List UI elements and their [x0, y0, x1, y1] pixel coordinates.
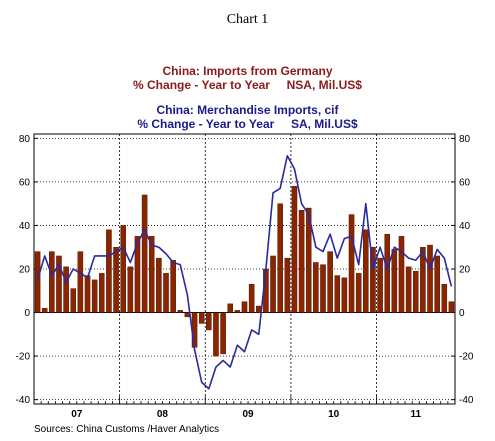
bar — [198, 312, 205, 324]
y-tick-label-left: 40 — [19, 221, 31, 232]
bar — [412, 270, 419, 313]
bar — [313, 262, 319, 313]
bar — [341, 277, 348, 313]
bar — [141, 194, 148, 313]
series1-title: China: Imports from Germany — [162, 64, 333, 78]
series2-title: China: Merchandise Imports, cif — [156, 103, 339, 117]
bar — [391, 249, 398, 313]
bar — [327, 251, 333, 313]
bar — [363, 229, 369, 313]
bar — [291, 186, 298, 313]
bar — [99, 273, 105, 313]
bar — [277, 203, 283, 313]
bar — [234, 310, 241, 313]
bar — [106, 229, 112, 313]
y-tick-label-left: 60 — [19, 177, 31, 188]
bar — [113, 247, 119, 313]
bar — [120, 225, 126, 313]
bar — [320, 264, 326, 313]
y-tick-label-left: -20 — [16, 352, 31, 363]
bar — [156, 257, 162, 313]
bar — [241, 301, 248, 313]
bar — [163, 273, 169, 313]
bar — [34, 251, 41, 313]
bar — [227, 303, 233, 313]
series2-legend: China: Merchandise Imports, cif % Change… — [0, 103, 495, 131]
series-line — [36, 154, 453, 390]
bar — [334, 275, 341, 313]
bar — [170, 260, 176, 313]
series1-subtitle: % Change - Year to Year NSA, Mil.US$ — [133, 78, 362, 92]
series2-subtitle: % Change - Year to Year SA, Mil.US$ — [137, 117, 358, 131]
series1-legend: China: Imports from Germany % Change - Y… — [0, 64, 495, 92]
bar — [370, 247, 376, 313]
bar — [348, 214, 355, 313]
y-tick-label-left: 0 — [24, 308, 30, 319]
bar — [206, 312, 212, 331]
bar — [220, 312, 226, 355]
bar — [248, 284, 255, 313]
bar — [177, 310, 184, 313]
source-note: Sources: China Customs /Haver Analytics — [34, 424, 220, 435]
y-tick-label-left: 20 — [19, 265, 31, 276]
bar — [298, 210, 305, 313]
bar — [441, 284, 448, 313]
bar — [398, 236, 405, 313]
bar — [63, 266, 69, 313]
bar — [405, 266, 412, 313]
bar — [448, 301, 455, 313]
x-year-label: 10 — [328, 409, 340, 420]
x-year-label: 08 — [157, 409, 169, 420]
bar — [355, 273, 362, 313]
bar — [377, 257, 383, 313]
x-year-label: 11 — [410, 409, 421, 420]
x-year-label: 07 — [71, 409, 83, 420]
bar — [84, 275, 91, 313]
bar — [127, 266, 134, 313]
bar — [384, 233, 390, 313]
bar — [213, 312, 219, 357]
y-tick-label-left: -40 — [16, 395, 31, 406]
bar — [70, 288, 77, 313]
y-tick-label-right: 80 — [459, 134, 471, 145]
bar — [270, 255, 276, 313]
y-tick-label-left: 80 — [19, 134, 31, 145]
y-tick-label-right: -20 — [459, 352, 474, 363]
bar — [77, 251, 84, 313]
bar — [284, 257, 291, 313]
bar — [427, 244, 433, 313]
y-tick-label-right: 20 — [459, 265, 471, 276]
bar — [434, 255, 440, 313]
y-tick-label-right: 0 — [459, 308, 465, 319]
y-tick-label-right: 40 — [459, 221, 471, 232]
bar — [420, 247, 426, 313]
x-year-label: 09 — [243, 409, 255, 420]
y-tick-label-right: 60 — [459, 177, 471, 188]
bar — [91, 279, 98, 313]
bar — [49, 251, 55, 313]
y-tick-label-right: -40 — [459, 395, 474, 406]
bar — [148, 236, 155, 313]
bar — [134, 236, 141, 313]
chart-heading: Chart 1 — [226, 12, 269, 27]
bar — [305, 207, 312, 313]
bar — [56, 255, 62, 313]
bar — [41, 307, 48, 313]
